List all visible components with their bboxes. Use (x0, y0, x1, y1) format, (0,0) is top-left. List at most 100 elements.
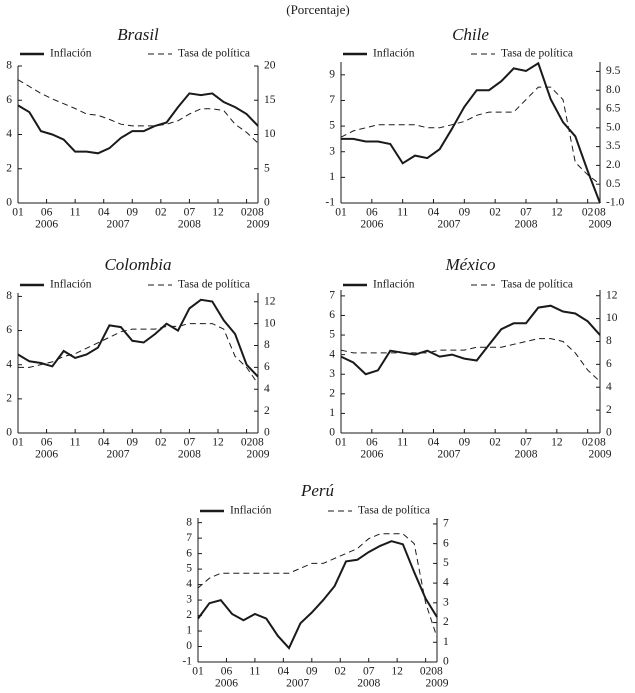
x-tick-label: 02 (241, 207, 253, 219)
x-tick-label: 11 (70, 437, 81, 449)
y2-tick-label: 5 (264, 162, 270, 174)
series-line (340, 304, 601, 376)
series-line (197, 533, 438, 638)
y2-tick-label: 6 (264, 361, 270, 373)
x-tick-label: 06 (41, 207, 53, 219)
year-label: 2009 (247, 449, 270, 461)
x-tick-label: 11 (397, 437, 408, 449)
y2-tick-label: 6.5 (606, 103, 621, 115)
y2-tick-label: 9.5 (606, 65, 621, 77)
x-tick-label: 06 (366, 207, 378, 219)
x-tick-label: 07 (184, 207, 196, 219)
y2-tick-label: 8 (606, 335, 612, 347)
y2-tick-label: 0 (606, 427, 612, 439)
y2-tick-label: 5 (443, 557, 449, 569)
x-tick-label: 04 (278, 666, 290, 678)
y2-tick-label: 8 (264, 339, 270, 351)
year-label: 2009 (426, 678, 449, 690)
y-tick-label: 6 (186, 547, 192, 559)
year-label: 2007 (107, 449, 130, 461)
x-tick-label: 02 (420, 666, 432, 678)
x-tick-label: 12 (551, 437, 563, 449)
x-tick-label: 02 (582, 437, 594, 449)
y2-tick-label: 2 (264, 405, 270, 417)
y-tick-label: -1 (182, 656, 192, 668)
x-tick-label: 01 (335, 207, 347, 219)
year-label: 2009 (247, 219, 270, 231)
x-tick-label: 09 (459, 207, 471, 219)
x-tick-label: 07 (184, 437, 196, 449)
y2-tick-label: 5.0 (606, 121, 621, 133)
y-tick-label: 2 (329, 387, 335, 399)
x-tick-label: 08 (594, 207, 606, 219)
x-tick-label: 01 (12, 207, 24, 219)
x-tick-label: 04 (98, 437, 110, 449)
x-tick-label: 02 (489, 207, 501, 219)
year-label: 2008 (357, 678, 380, 690)
legend-label: Tasa de política (358, 505, 430, 517)
y-tick-label: 3 (186, 594, 192, 606)
y2-tick-label: 2 (443, 616, 449, 628)
y-tick-label: 1 (329, 171, 335, 183)
y-tick-label: 6 (6, 94, 12, 106)
y-tick-label: 0 (6, 197, 12, 209)
year-label: 2008 (515, 219, 538, 231)
series-line (340, 338, 601, 382)
x-tick-label: 02 (155, 207, 167, 219)
y-tick-label: -1 (325, 197, 335, 209)
year-label: 2006 (35, 449, 58, 461)
y2-tick-label: 4 (264, 383, 270, 395)
y2-tick-label: -1.0 (606, 197, 624, 209)
x-tick-label: 04 (428, 437, 440, 449)
x-tick-label: 01 (12, 437, 24, 449)
legend-label: Inflación (50, 279, 92, 291)
y-tick-label: 9 (329, 68, 335, 80)
x-tick-label: 11 (249, 666, 260, 678)
y2-tick-label: 10 (264, 317, 276, 329)
x-tick-label: 07 (520, 207, 532, 219)
y-tick-label: 8 (186, 516, 192, 528)
y2-tick-label: 2 (606, 404, 612, 416)
x-tick-label: 12 (391, 666, 403, 678)
y2-tick-label: 12 (264, 295, 276, 307)
year-label: 2009 (589, 449, 612, 461)
year-label: 2006 (360, 449, 383, 461)
note: (Porcentaje) (286, 2, 350, 17)
y-tick-label: 2 (186, 609, 192, 621)
series-line (197, 540, 438, 650)
y2-tick-label: 3.5 (606, 140, 621, 152)
y-tick-label: 8 (6, 60, 12, 72)
y-tick-label: 2 (6, 162, 12, 174)
x-tick-label: 06 (41, 437, 53, 449)
y-tick-label: 4 (6, 128, 12, 140)
x-tick-label: 06 (366, 437, 378, 449)
chart-title: Brasil (117, 25, 159, 44)
legend-label: Tasa de política (501, 279, 573, 291)
legend-label: Inflación (373, 279, 415, 291)
y2-tick-label: 6 (443, 537, 449, 549)
y-tick-label: 1 (186, 625, 192, 637)
x-tick-label: 11 (70, 207, 81, 219)
year-label: 2007 (437, 219, 460, 231)
chart-title: México (444, 255, 495, 274)
x-tick-label: 08 (252, 207, 264, 219)
x-tick-label: 02 (582, 207, 594, 219)
x-tick-label: 11 (397, 207, 408, 219)
y2-tick-label: 12 (606, 289, 618, 301)
y-tick-label: 3 (329, 145, 335, 157)
year-label: 2007 (107, 219, 130, 231)
x-tick-label: 12 (551, 207, 563, 219)
series-line (17, 92, 259, 155)
y2-tick-label: 4 (443, 577, 449, 589)
x-tick-label: 09 (127, 437, 139, 449)
y2-tick-label: 10 (606, 312, 618, 324)
y-tick-label: 6 (6, 324, 12, 336)
y-tick-label: 7 (329, 290, 335, 302)
x-tick-label: 09 (459, 437, 471, 449)
legend-label: Inflación (230, 505, 272, 517)
y-tick-label: 3 (329, 368, 335, 380)
y-tick-label: 5 (329, 120, 335, 132)
y2-tick-label: 0 (264, 197, 270, 209)
y2-tick-label: 4 (606, 381, 612, 393)
y-tick-label: 1 (329, 407, 335, 419)
